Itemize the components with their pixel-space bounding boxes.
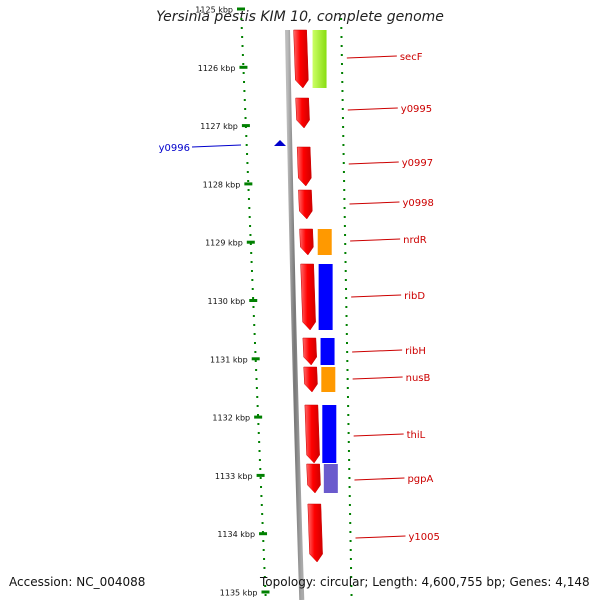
ruler-tick: 1134 kbp — [217, 530, 268, 539]
topology-label: Topology: circular; Length: 4,600,755 bp… — [260, 575, 590, 589]
ruler-tick: 1131 kbp — [210, 355, 260, 364]
gene-label-thiL[interactable]: thiL — [407, 430, 426, 441]
gene-leader-line — [349, 201, 400, 205]
gene-arrow-ribH[interactable] — [302, 337, 317, 366]
gene-leader-line — [355, 535, 406, 539]
ruler-layer: 1125 kbp 1126 kbp 1127 kbp 1128 kbp 1129 kbp… — [195, 6, 270, 598]
cog-box-orange — [317, 229, 332, 255]
gene-leader-line — [351, 294, 402, 298]
cog-box-purple — [323, 464, 338, 493]
gene-arrow-ribD[interactable] — [300, 263, 316, 331]
ruler-tick-label: 1131 kbp — [210, 355, 248, 364]
ruler-tick: 1129 kbp — [205, 239, 255, 248]
gene-arrow-y1005[interactable] — [307, 503, 323, 563]
gene-label-secF[interactable]: secF — [400, 52, 423, 63]
gene-label-y0997[interactable]: y0997 — [402, 158, 433, 169]
gene-label-ribD[interactable]: ribD — [404, 291, 425, 302]
gene-leader-line — [191, 144, 242, 148]
gene-label-ribH[interactable]: ribH — [405, 346, 426, 357]
gene-leader-line — [350, 238, 401, 242]
gene-arrow-y0998[interactable] — [298, 189, 313, 220]
ruler-tick: 1130 kbp — [208, 297, 258, 306]
ruler-tick-label: 1129 kbp — [205, 239, 243, 248]
dotted-guides — [240, 18, 353, 596]
ruler-tick-label: 1126 kbp — [198, 64, 236, 73]
gene-arrow-reverse[interactable] — [274, 140, 286, 146]
ruler-tick: 1127 kbp — [200, 122, 250, 131]
gene-layer — [274, 29, 323, 563]
ruler-tick-label: 1135 kbp — [220, 589, 258, 598]
cog-layer — [312, 30, 338, 493]
genome-backbone — [285, 29, 305, 600]
label-layer: secF y0995 y0996 y0997 y0998 nrdR ribD ribH nusB… — [159, 52, 440, 543]
gene-leader-line — [352, 349, 403, 353]
gene-leader-line — [346, 55, 397, 59]
accession-label: Accession: NC_004088 — [9, 575, 146, 589]
cog-box-green — [312, 30, 327, 88]
ruler-tick-label: 1125 kbp — [195, 6, 233, 15]
cog-box-blue — [318, 264, 333, 330]
map-title: Yersinia pestis KIM 10, complete genome — [156, 9, 444, 25]
gene-label-y0995[interactable]: y0995 — [401, 104, 432, 115]
gene-leader-line — [352, 376, 403, 380]
ruler-tick: 1133 kbp — [215, 472, 265, 481]
gene-leader-line — [347, 107, 398, 111]
ruler-tick: 1135 kbp — [220, 589, 270, 598]
gene-leader-line — [353, 433, 404, 437]
ruler-tick-label: 1128 kbp — [203, 180, 241, 189]
ruler-tick: 1128 kbp — [203, 180, 253, 189]
gene-arrow-nrdR[interactable] — [299, 228, 314, 256]
cog-box-blue — [322, 405, 337, 463]
ruler-tick: 1125 kbp — [195, 6, 245, 15]
ruler-tick: 1132 kbp — [212, 414, 263, 423]
ruler-tick-label: 1134 kbp — [217, 530, 255, 539]
gene-arrow-y0995[interactable] — [295, 97, 310, 129]
gene-arrow-pgpA[interactable] — [306, 463, 321, 494]
ruler-tick-label: 1132 kbp — [212, 414, 250, 423]
gene-leader-line — [348, 161, 399, 165]
ruler-tick-label: 1127 kbp — [200, 122, 238, 131]
cog-box-orange — [321, 367, 336, 392]
gene-label-nusB[interactable]: nusB — [406, 373, 431, 384]
gene-arrow-thiL[interactable] — [304, 404, 320, 464]
ruler-tick-label: 1130 kbp — [208, 297, 246, 306]
gene-label-nrdR[interactable]: nrdR — [403, 235, 427, 246]
gene-arrow-secF[interactable] — [293, 29, 309, 89]
gene-label-y1005[interactable]: y1005 — [408, 532, 439, 543]
gene-arrow-y0997[interactable] — [296, 146, 312, 187]
gene-arrow-nusB[interactable] — [303, 366, 318, 393]
gene-leader-line — [354, 477, 405, 481]
gene-label-pgpA[interactable]: pgpA — [407, 474, 433, 485]
gene-label-y0998[interactable]: y0998 — [402, 198, 433, 209]
gene-label-y0996[interactable]: y0996 — [159, 143, 190, 154]
ruler-tick-label: 1133 kbp — [215, 472, 253, 481]
backbone-layer — [285, 29, 305, 600]
ruler-tick: 1126 kbp — [198, 64, 248, 73]
cog-box-blue — [320, 338, 335, 365]
